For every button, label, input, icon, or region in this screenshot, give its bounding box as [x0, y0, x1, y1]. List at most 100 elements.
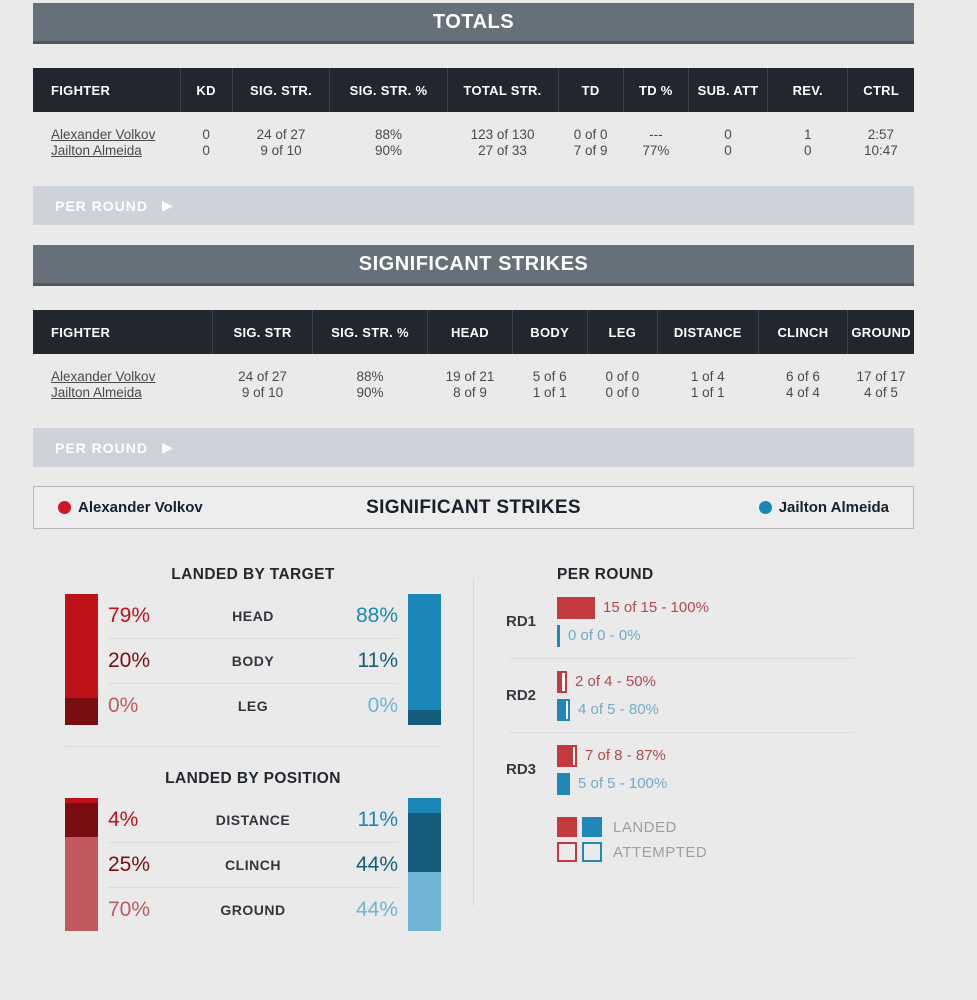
fighter-link[interactable]: Alexander Volkov: [51, 127, 156, 142]
stat-cell: 90%: [374, 143, 402, 158]
row-divider: [108, 638, 398, 639]
significant-table-wrap: FIGHTER SIG. STR SIG. STR. % HEAD BODY LEG DIS…: [33, 310, 914, 419]
round-bar: [557, 772, 570, 795]
blue-fighter-percent: 11%: [357, 649, 398, 672]
round-bar-fill: [559, 774, 568, 793]
chart-row-head: 79% HEAD 88%: [108, 594, 398, 638]
column-header-fighter: FIGHTER: [33, 310, 213, 354]
round-bar: [557, 596, 595, 619]
column-header-fighter: FIGHTER: [33, 68, 181, 112]
fighter-cell: Alexander Volkov: [33, 112, 180, 142]
round-stat-text: 15 of 15 - 100%: [603, 599, 709, 616]
category-label: LEG: [237, 698, 269, 714]
red-fighter-percent: 25%: [108, 853, 151, 876]
column-header-sig-str: SIG. STR. %: [329, 68, 448, 112]
legend-label: LANDED: [613, 818, 677, 836]
round-bar-fill: [559, 672, 562, 691]
column-header-body: BODY: [511, 310, 588, 354]
blue-fighter-percent: 11%: [357, 808, 398, 831]
stat-cell: 24 of 27: [238, 369, 287, 384]
round-divider: [509, 732, 854, 733]
fighter-link[interactable]: Alexander Volkov: [51, 369, 156, 384]
chart-row-distance: 4% DISTANCE 11%: [108, 798, 398, 842]
row-divider: [108, 842, 398, 843]
round-stat-text: 0 of 0 - 0%: [568, 627, 641, 644]
expand-arrow-icon: ▶: [162, 439, 173, 455]
blue-landed-swatch-icon: [582, 817, 602, 837]
red-fighter-round-line: 15 of 15 - 100%: [557, 596, 914, 619]
bar-segment: [65, 803, 98, 837]
bar-segment: [408, 710, 441, 725]
column-header-ctrl: CTRL: [847, 68, 914, 112]
blue-fighter-stacked-bar: [408, 798, 441, 932]
round-bar: [557, 698, 570, 721]
chart-row-ground: 70% GROUND 44%: [108, 888, 398, 932]
stat-cell: 77%: [642, 143, 670, 158]
bar-segment: [65, 698, 98, 725]
fighter-link[interactable]: Jailton Almeida: [51, 385, 142, 400]
significant-per-round-label: PER ROUND: [55, 439, 149, 456]
column-header-sig-str: SIG. STR: [212, 310, 313, 354]
round-bar-fill: [559, 700, 567, 719]
column-header-total-str: TOTAL STR.: [446, 68, 559, 112]
blue-fighter-percent: 44%: [355, 853, 398, 876]
stat-cell: 9 of 10: [260, 143, 302, 158]
round-stat-text: 4 of 5 - 80%: [578, 701, 659, 718]
round-bar: [557, 670, 567, 693]
round-stat-text: 5 of 5 - 100%: [578, 775, 668, 792]
stat-cell: 90%: [356, 385, 384, 400]
stat-cell: 9 of 10: [241, 385, 284, 400]
red-fighter-percent: 70%: [108, 898, 151, 921]
stat-cell: 6 of 6: [786, 369, 820, 384]
blue-fighter-percent: 44%: [355, 898, 398, 921]
round-bar-fill: [559, 598, 593, 617]
chart-row-leg: 0% LEG 0%: [108, 684, 398, 728]
stat-cell: 19 of 21: [445, 369, 495, 384]
blue-attempted-swatch-icon: [582, 842, 602, 862]
blue-fighter-percent: 88%: [355, 604, 398, 627]
bar-segment: [65, 594, 98, 699]
significant-section-header: SIGNIFICANT STRIKES: [33, 245, 914, 286]
attempted-legend-row: ATTEMPTED: [557, 842, 914, 862]
column-header-kd: KD: [179, 68, 233, 112]
blue-fighter-round-line: 4 of 5 - 80%: [557, 698, 914, 721]
landed-by-target-chart: LANDED BY TARGET 79% HEAD 88% 20% BODY 11% 0% LE…: [33, 543, 473, 728]
column-header-sig-str: SIG. STR. %: [311, 310, 428, 354]
round-stat-text: 2 of 4 - 50%: [575, 673, 656, 690]
significant-per-round-button[interactable]: PER ROUND ▶: [33, 428, 914, 467]
red-fighter-dot-icon: [58, 501, 71, 514]
row-divider: [108, 683, 398, 684]
charts-right-column: PER ROUND RD1 15 of 15 - 100% 0 of 0 - 0% R…: [473, 543, 914, 932]
round-bar: [557, 624, 560, 647]
charts-area: LANDED BY TARGET 79% HEAD 88% 20% BODY 11% 0% LE…: [33, 543, 914, 932]
bar-segment: [408, 871, 441, 931]
totals-title: TOTALS: [432, 10, 515, 33]
column-header-ground: GROUND: [847, 310, 914, 354]
stat-cell: 1 of 1: [690, 385, 725, 400]
totals-per-round-label: PER ROUND: [55, 197, 149, 214]
round-label: RD3: [506, 761, 537, 778]
fighter-cell: Jailton Almeida: [33, 142, 180, 163]
charts-section-title: SIGNIFICANT STRIKES: [366, 496, 581, 518]
totals-per-round-button[interactable]: PER ROUND ▶: [33, 186, 914, 225]
category-label: CLINCH: [225, 857, 281, 873]
stat-cell: 0: [724, 143, 732, 158]
chart-row-clinch: 25% CLINCH 44%: [108, 843, 398, 887]
red-fighter-percent: 4%: [108, 808, 139, 831]
blue-fighter-round-line: 0 of 0 - 0%: [557, 624, 914, 647]
stat-cell: 88%: [356, 369, 384, 384]
stat-cell: 2:57: [867, 127, 895, 142]
stat-cell: 4 of 4: [786, 385, 820, 400]
blue-fighter-name: Jailton Almeida: [778, 499, 889, 516]
significant-table-header-row: FIGHTER SIG. STR SIG. STR. % HEAD BODY LEG DIS…: [33, 310, 914, 354]
round-divider: [509, 658, 854, 659]
red-fighter-percent: 20%: [108, 649, 151, 672]
column-header-distance: DISTANCE: [657, 310, 759, 354]
category-label: BODY: [231, 653, 275, 669]
column-header-td: TD %: [622, 68, 689, 112]
stats-page: TOTALS FIGHTER KD SIG. STR. SIG. STR. % TOTA…: [33, 3, 914, 932]
fighter-link[interactable]: Jailton Almeida: [51, 143, 142, 158]
landed-by-position-chart: LANDED BY POSITION 4% DISTANCE 11% 25% CLINCH…: [33, 747, 473, 932]
horizontal-divider: [65, 746, 441, 747]
blue-fighter-stacked-bar: [408, 594, 441, 726]
